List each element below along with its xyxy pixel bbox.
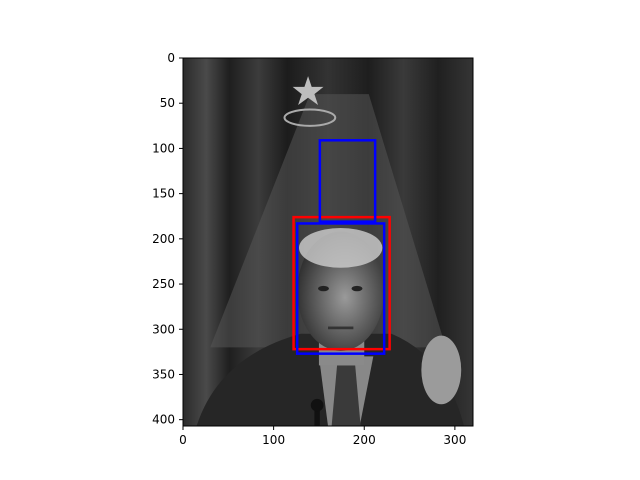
bounding-box-3	[318, 139, 377, 223]
bounding-box-2	[295, 222, 386, 355]
hair-shape	[299, 227, 383, 268]
y-tick-label: 250	[152, 277, 175, 291]
x-tick-label: 300	[443, 433, 466, 447]
photo-image	[183, 58, 473, 426]
tie-shape	[331, 365, 361, 426]
star-shape	[292, 76, 324, 106]
y-tick-label: 100	[152, 141, 175, 155]
microphone-shape	[314, 406, 320, 426]
y-tick-label: 200	[152, 232, 175, 246]
eye-left	[318, 285, 329, 292]
y-tick-label: 0	[167, 51, 175, 65]
axes: 0 100 200 300 0 50 100 150 200 250 300 350 400	[152, 51, 474, 447]
microphone-head	[310, 398, 324, 412]
ring-shape	[283, 108, 337, 127]
y-tick-label: 50	[160, 96, 175, 110]
y-tick-label: 400	[152, 413, 175, 427]
bounding-box-1	[292, 215, 391, 351]
hand-shape	[421, 335, 462, 405]
y-tick-label: 300	[152, 322, 175, 336]
x-tick-label: 0	[179, 433, 187, 447]
y-tick-label: 350	[152, 367, 175, 381]
x-tick-label: 100	[262, 433, 285, 447]
mouth-shape	[328, 326, 354, 330]
eye-right	[351, 285, 363, 292]
axes-frame	[182, 57, 474, 427]
y-tick-label: 150	[152, 187, 175, 201]
x-tick-label: 200	[353, 433, 376, 447]
bounding-boxes	[292, 139, 391, 355]
